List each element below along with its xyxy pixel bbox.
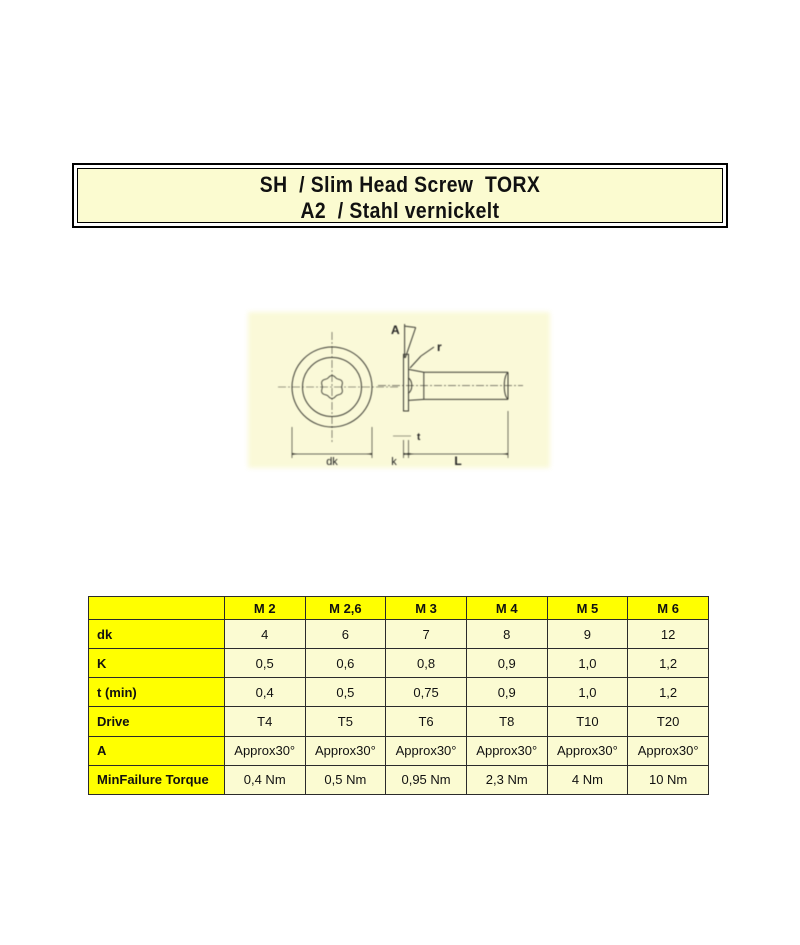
svg-text:k: k [391, 456, 397, 468]
svg-text:L: L [454, 454, 461, 468]
svg-text:dk: dk [326, 456, 338, 468]
svg-text:A: A [391, 323, 400, 337]
svg-text:r: r [437, 340, 442, 354]
svg-text:t: t [417, 432, 421, 443]
